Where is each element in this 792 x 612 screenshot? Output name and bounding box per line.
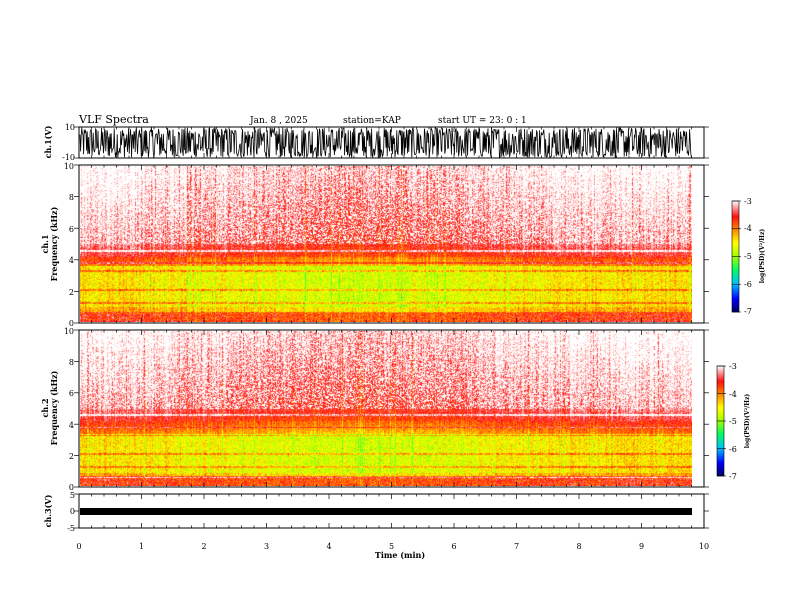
xtick-10: 10 — [699, 542, 709, 551]
xtick-1: 1 — [139, 542, 144, 551]
observation-date: Jan. 8 , 2025 — [249, 116, 308, 126]
ch1-freq-tick-0: 0 — [69, 319, 74, 328]
xtick-3: 3 — [264, 542, 269, 551]
ch1-waveform-ticks — [74, 126, 709, 159]
ch1-cbar-tick-m3: -3 — [744, 197, 752, 206]
ch1-channel-label: ch.1 — [40, 234, 50, 253]
ch1-waveform-ylabel: ch.1(V) — [43, 125, 53, 158]
xtick-6: 6 — [451, 542, 456, 551]
ch1-colorbar-ticks — [732, 200, 741, 313]
ch3-waveform-trace — [80, 508, 692, 515]
ch3-waveform-panel: 5 0 -5 ch.3(V) 0 1 2 3 4 5 6 7 8 9 10 Ti… — [43, 491, 709, 560]
xtick-7: 7 — [514, 542, 519, 551]
xtick-2: 2 — [201, 542, 206, 551]
start-time: start UT = 23: 0 : 1 — [438, 116, 527, 126]
xtick-4: 4 — [326, 542, 331, 551]
ch1-ytick-top: 10 — [65, 123, 75, 132]
ch2-cbar-tick-m7: -7 — [729, 472, 737, 481]
ch3-waveform-ticks — [74, 493, 709, 529]
ch1-spectrogram-panel: 0 2 4 6 8 10 ch.1 Frequency (kHz) -3 -4 … — [40, 162, 766, 328]
ch2-freq-tick-6: 6 — [69, 389, 74, 398]
ch2-colorbar-label: log(PSD)(V²/Hz) — [744, 394, 751, 449]
ch3-ytick-bottom: -5 — [67, 524, 75, 533]
ch2-frequency-label: Frequency (kHz) — [49, 370, 59, 445]
ch2-freq-tick-2: 2 — [69, 452, 74, 461]
ch1-ytick-bottom: -10 — [62, 153, 75, 162]
xtick-8: 8 — [576, 542, 581, 551]
ch2-spectrogram-image — [80, 331, 692, 486]
ch2-freq-tick-8: 8 — [69, 358, 74, 367]
ch1-cbar-tick-m6: -6 — [744, 280, 752, 289]
ch2-cbar-tick-m6: -6 — [729, 445, 737, 454]
ch1-spectrogram-image — [80, 166, 692, 322]
ch1-spectrogram-ticks — [74, 164, 709, 324]
ch1-cbar-tick-m4: -4 — [744, 224, 752, 233]
ch1-waveform-panel: 10 -10 ch.1(V) — [43, 123, 709, 162]
ch1-freq-tick-10: 10 — [64, 162, 74, 171]
ch1-cbar-tick-m7: -7 — [744, 307, 752, 316]
figure-title: VLF Spectra — [78, 113, 149, 126]
ch2-freq-tick-10: 10 — [64, 327, 74, 336]
ch2-freq-tick-0: 0 — [69, 483, 74, 492]
ch2-channel-label: ch.2 — [40, 398, 50, 417]
ch2-cbar-tick-m4: -4 — [729, 390, 737, 399]
ch2-cbar-tick-m3: -3 — [729, 362, 737, 371]
ch1-cbar-tick-m5: -5 — [744, 252, 752, 261]
x-axis-label: Time (min) — [375, 550, 425, 560]
xtick-5: 5 — [389, 542, 394, 551]
ch1-freq-tick-2: 2 — [69, 288, 74, 297]
xtick-0: 0 — [76, 542, 81, 551]
ch3-ytick-top: 5 — [70, 491, 75, 500]
xtick-9: 9 — [639, 542, 644, 551]
ch1-colorbar-label: log(PSD)(V²/Hz) — [759, 229, 766, 284]
ch1-frequency-label: Frequency (kHz) — [49, 206, 59, 281]
ch1-waveform-line — [79, 126, 692, 159]
ch1-freq-tick-6: 6 — [69, 225, 74, 234]
ch3-ytick-mid: 0 — [70, 507, 75, 516]
ch2-freq-tick-4: 4 — [69, 421, 74, 430]
ch2-colorbar-ticks — [717, 365, 726, 477]
ch2-spectrogram-ticks — [74, 329, 709, 488]
ch1-freq-tick-8: 8 — [69, 193, 74, 202]
ch3-waveform-ylabel: ch.3(V) — [43, 494, 53, 527]
ch2-spectrogram-panel: 0 2 4 6 8 10 ch.2 Frequency (kHz) -3 -4 … — [40, 327, 751, 492]
station-name: station=KAP — [343, 116, 401, 126]
ch1-freq-tick-4: 4 — [69, 256, 74, 265]
ch2-cbar-tick-m5: -5 — [729, 417, 737, 426]
